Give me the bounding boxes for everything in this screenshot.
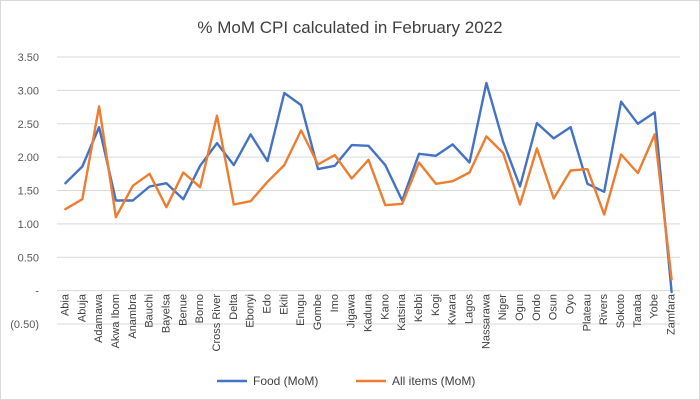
x-tick-label: Sokoto (615, 294, 627, 328)
x-tick-label: Rivers (598, 294, 610, 326)
x-tick-label: Delta (228, 293, 240, 320)
y-tick-label: 0.50 (18, 252, 39, 264)
chart-title: % MoM CPI calculated in February 2022 (197, 18, 502, 37)
legend-label: Food (MoM) (253, 374, 318, 388)
x-tick-label: Ekiti (278, 294, 290, 315)
y-tick-label: 3.00 (18, 85, 39, 97)
x-tick-label: Bauchi (144, 294, 156, 328)
x-tick-label: Kano (379, 294, 391, 320)
y-tick-label: 1.50 (18, 186, 39, 198)
x-tick-label: Enugu (295, 294, 307, 326)
x-tick-label: Abia (59, 293, 71, 316)
x-tick-label: Borno (194, 294, 206, 323)
x-tick-label: Niger (497, 294, 509, 321)
x-tick-label: Oyo (565, 294, 577, 314)
x-tick-label: Kebbi (413, 294, 425, 322)
y-tick-label: 2.00 (18, 152, 39, 164)
x-tick-label: Ebonyi (245, 294, 257, 328)
y-tick-label: (0.50) (10, 319, 39, 331)
x-tick-label: Edo (261, 294, 273, 314)
x-tick-label: Taraba (632, 293, 644, 328)
x-tick-label: Kogi (430, 294, 442, 316)
x-tick-label: Anambra (127, 293, 139, 339)
x-tick-label: Osun (548, 294, 560, 320)
x-tick-label: Kwara (447, 293, 459, 325)
y-tick-label: 3.50 (18, 52, 39, 64)
x-tick-label: Ondo (531, 294, 543, 321)
x-tick-label: Nassarawa (480, 293, 492, 349)
legend-label: All items (MoM) (392, 374, 475, 388)
x-tick-label: Gombe (312, 294, 324, 330)
x-tick-label: Kaduna (363, 293, 375, 332)
x-tick-label: Akwa Ibom (110, 294, 122, 348)
x-tick-label: Zamfara (666, 293, 678, 335)
x-tick-label: Abuja (76, 293, 88, 322)
x-tick-label: Yobe (649, 294, 661, 319)
x-tick-label: Cross River (211, 294, 223, 352)
x-tick-label: Lagos (464, 294, 476, 324)
x-tick-label: Bayelsa (160, 293, 172, 333)
x-tick-label: Katsina (396, 293, 408, 331)
series-line (64, 81, 673, 294)
x-tick-label: Benue (177, 294, 189, 326)
y-tick-label: 1.00 (18, 219, 39, 231)
x-tick-label: Ogun (514, 294, 526, 321)
x-tick-label: Adamawa (93, 293, 105, 343)
x-tick-label: Jigawa (346, 293, 358, 328)
y-tick-label: 2.50 (18, 119, 39, 131)
x-tick-label: Imo (329, 294, 341, 312)
x-tick-label: Plateau (581, 294, 593, 331)
series-line (64, 105, 673, 281)
y-tick-label: - (35, 286, 39, 298)
